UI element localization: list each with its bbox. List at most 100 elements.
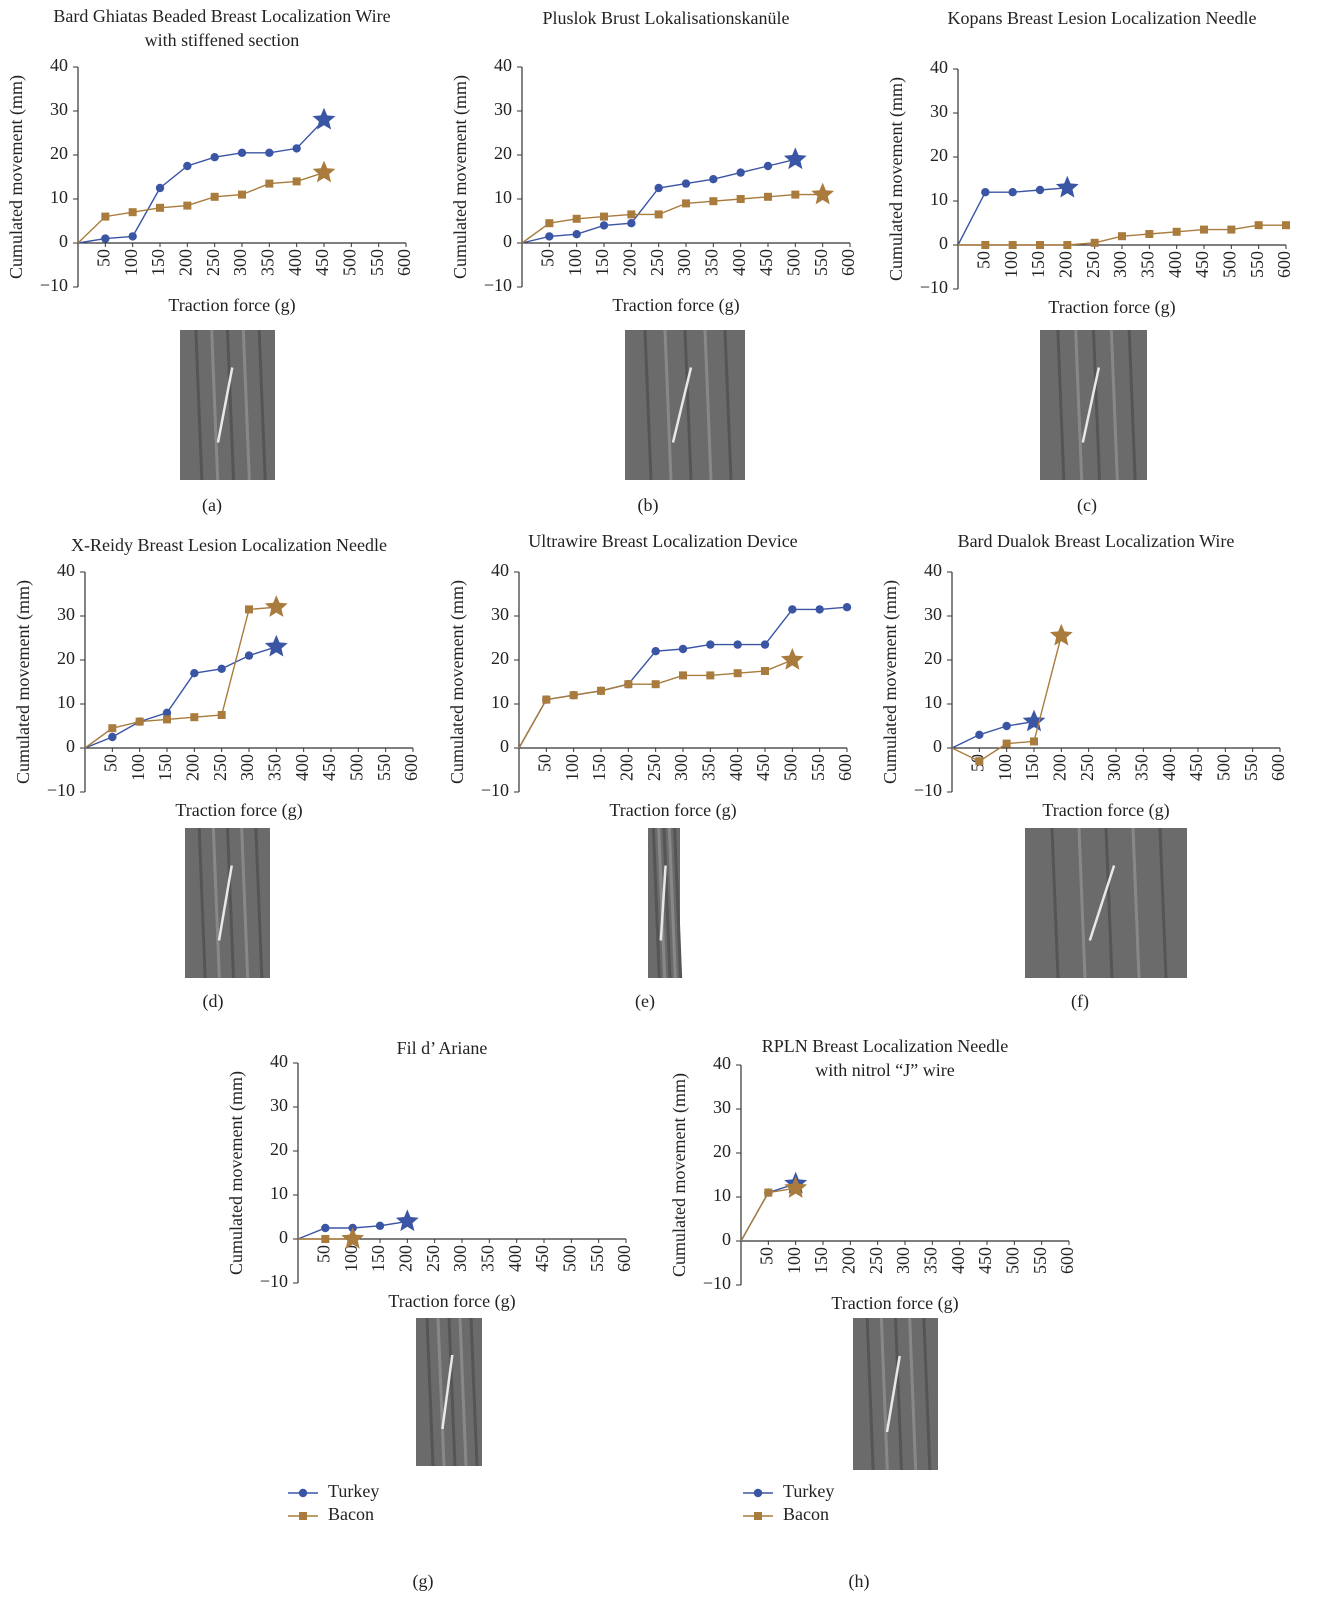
x-tick-label: 350 (698, 754, 718, 781)
xray-texture (723, 329, 733, 481)
y-tick-label: −10 (914, 780, 942, 800)
x-tick-label: 250 (1077, 754, 1097, 781)
xray-texture (211, 827, 221, 979)
xray-texture (1131, 827, 1141, 979)
square-marker (600, 212, 608, 221)
circle-marker (975, 730, 984, 739)
y-tick-label: 10 (50, 187, 68, 207)
series-line (521, 158, 796, 244)
circle-marker (760, 640, 770, 649)
square-marker (265, 179, 274, 188)
star-marker (1022, 709, 1046, 732)
xray-texture (662, 827, 672, 979)
y-tick-label: 10 (57, 692, 75, 712)
panel-label: (b) (638, 495, 659, 516)
star-marker (395, 1209, 419, 1232)
y-tick-label: 0 (66, 736, 75, 756)
y-tick-label: 10 (930, 189, 948, 209)
y-axis-label: Cumulated movement (mm) (6, 75, 27, 279)
circle-marker (599, 221, 609, 230)
xray-texture (1050, 827, 1060, 979)
circle-marker (981, 188, 990, 197)
xray-texture (1104, 827, 1114, 979)
circle-marker (788, 605, 797, 614)
y-tick-label: 0 (933, 736, 942, 756)
square-marker (679, 671, 687, 680)
x-tick-label: 250 (210, 754, 230, 781)
xray-texture (436, 1317, 446, 1467)
circle-marker (128, 232, 137, 241)
circle-marker (265, 148, 274, 157)
square-marker (654, 210, 663, 219)
y-tick-label: 30 (50, 99, 68, 119)
x-axis-label: Traction force (g) (175, 800, 302, 821)
y-tick-label: 20 (924, 648, 942, 668)
chart-title: Bard Dualok Breast Localization Wire (958, 531, 1235, 551)
x-axis-label: Traction force (g) (1048, 297, 1175, 318)
xray-texture (241, 329, 251, 481)
x-tick-label: 200 (395, 1245, 415, 1272)
y-tick-label: −10 (47, 780, 75, 800)
xray-wire (671, 367, 693, 443)
xray-texture (908, 1317, 918, 1471)
circle-marker (108, 732, 117, 742)
circle-marker (651, 647, 660, 656)
chart-title: with nitrol “J” wire (815, 1060, 954, 1080)
circle-marker (678, 644, 688, 654)
x-tick-label: 150 (592, 249, 612, 276)
xray-wire (441, 1354, 454, 1430)
x-tick-label: 600 (1268, 754, 1288, 781)
x-tick-label: 150 (811, 1247, 831, 1274)
y-axis-label: Cumulated movement (mm) (13, 580, 34, 784)
x-tick-label: 600 (838, 249, 858, 276)
x-tick-label: 100 (565, 249, 585, 276)
x-tick-label: 50 (537, 249, 557, 267)
series-line (84, 606, 277, 749)
x-tick-label: 100 (341, 1245, 361, 1272)
legend-label: Bacon (328, 1504, 374, 1524)
xray-texture (667, 827, 677, 979)
square-marker (1090, 238, 1099, 247)
x-axis-label: Traction force (g) (168, 295, 295, 316)
x-tick-label: 300 (893, 1247, 913, 1274)
y-tick-label: −10 (920, 277, 948, 297)
chart-title: Kopans Breast Lesion Localization Needle (948, 8, 1257, 28)
x-tick-label: 450 (756, 249, 776, 276)
x-tick-label: 250 (423, 1245, 443, 1272)
xray-wire (659, 865, 667, 941)
circle-marker (155, 183, 165, 193)
panel-label: (c) (1077, 495, 1097, 516)
xray-texture (1158, 827, 1168, 979)
x-tick-label: 300 (1110, 251, 1130, 278)
x-tick-label: 250 (1083, 251, 1103, 278)
y-tick-label: 10 (713, 1185, 731, 1205)
xray-texture (643, 329, 653, 481)
x-tick-label: 400 (285, 249, 305, 276)
square-marker (1036, 241, 1044, 249)
x-tick-label: 550 (587, 1245, 607, 1272)
panel-label: (f) (1071, 991, 1089, 1012)
panel-label: (h) (849, 1571, 870, 1592)
square-marker (791, 190, 800, 199)
x-tick-label: 400 (1165, 251, 1185, 278)
y-tick-label: 40 (50, 55, 68, 75)
circle-marker (321, 1223, 330, 1233)
square-marker (238, 190, 246, 199)
y-tick-label: 20 (713, 1141, 731, 1161)
series-line (518, 659, 793, 749)
square-marker (542, 695, 551, 704)
panel-label: (a) (202, 495, 222, 516)
star-marker (784, 1176, 808, 1198)
series-line (521, 193, 823, 244)
square-marker (1063, 241, 1072, 249)
x-tick-label: 550 (811, 249, 831, 276)
x-tick-label: 300 (237, 754, 257, 781)
xray-texture (469, 1317, 479, 1467)
square-marker (128, 208, 137, 217)
x-tick-label: 100 (128, 754, 148, 781)
x-tick-label: 350 (701, 249, 721, 276)
x-tick-label: 600 (1057, 1247, 1077, 1274)
xray-texture (226, 329, 235, 481)
x-tick-label: 350 (264, 754, 284, 781)
x-tick-label: 50 (313, 1245, 333, 1263)
